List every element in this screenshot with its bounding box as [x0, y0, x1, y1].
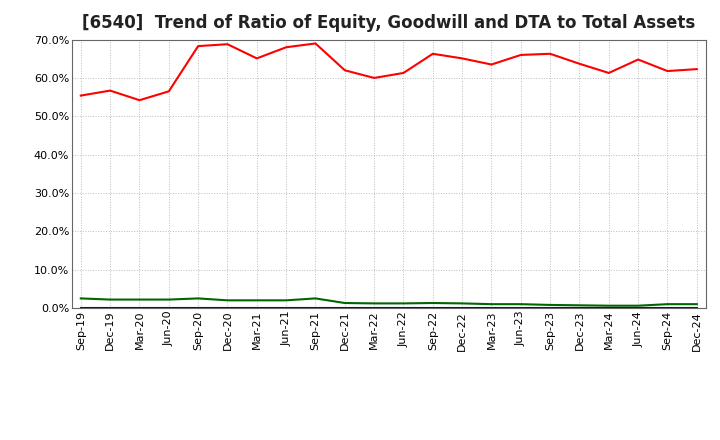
Equity	[311, 41, 320, 46]
Goodwill	[370, 305, 379, 311]
Deferred Tax Assets	[575, 303, 584, 308]
Deferred Tax Assets	[194, 296, 202, 301]
Equity	[634, 57, 642, 62]
Line: Deferred Tax Assets: Deferred Tax Assets	[81, 298, 697, 306]
Goodwill	[253, 305, 261, 311]
Deferred Tax Assets	[546, 302, 554, 308]
Goodwill	[399, 305, 408, 311]
Deferred Tax Assets	[693, 301, 701, 307]
Equity	[253, 56, 261, 61]
Deferred Tax Assets	[516, 301, 525, 307]
Equity	[458, 56, 467, 61]
Goodwill	[487, 305, 496, 311]
Deferred Tax Assets	[605, 303, 613, 308]
Deferred Tax Assets	[76, 296, 85, 301]
Deferred Tax Assets	[164, 297, 173, 302]
Deferred Tax Assets	[223, 298, 232, 303]
Deferred Tax Assets	[282, 298, 290, 303]
Goodwill	[516, 305, 525, 311]
Deferred Tax Assets	[106, 297, 114, 302]
Line: Equity: Equity	[81, 44, 697, 100]
Goodwill	[106, 305, 114, 311]
Deferred Tax Assets	[399, 301, 408, 306]
Equity	[223, 41, 232, 47]
Equity	[194, 44, 202, 49]
Deferred Tax Assets	[458, 301, 467, 306]
Deferred Tax Assets	[135, 297, 144, 302]
Deferred Tax Assets	[634, 303, 642, 308]
Goodwill	[135, 305, 144, 311]
Goodwill	[693, 305, 701, 311]
Title: [6540]  Trend of Ratio of Equity, Goodwill and DTA to Total Assets: [6540] Trend of Ratio of Equity, Goodwil…	[82, 15, 696, 33]
Equity	[546, 51, 554, 56]
Equity	[370, 75, 379, 81]
Deferred Tax Assets	[341, 301, 349, 306]
Goodwill	[194, 305, 202, 311]
Goodwill	[546, 305, 554, 311]
Equity	[282, 44, 290, 50]
Goodwill	[575, 305, 584, 311]
Equity	[575, 61, 584, 66]
Goodwill	[341, 305, 349, 311]
Deferred Tax Assets	[428, 301, 437, 306]
Equity	[663, 68, 672, 73]
Goodwill	[634, 305, 642, 311]
Goodwill	[663, 305, 672, 311]
Deferred Tax Assets	[487, 301, 496, 307]
Goodwill	[164, 305, 173, 311]
Deferred Tax Assets	[253, 298, 261, 303]
Equity	[341, 68, 349, 73]
Equity	[164, 89, 173, 94]
Goodwill	[458, 305, 467, 311]
Deferred Tax Assets	[663, 301, 672, 307]
Equity	[428, 51, 437, 56]
Goodwill	[282, 305, 290, 311]
Equity	[135, 98, 144, 103]
Deferred Tax Assets	[370, 301, 379, 306]
Equity	[106, 88, 114, 93]
Equity	[76, 93, 85, 98]
Deferred Tax Assets	[311, 296, 320, 301]
Equity	[693, 66, 701, 72]
Equity	[399, 70, 408, 76]
Goodwill	[76, 305, 85, 311]
Equity	[516, 52, 525, 58]
Goodwill	[605, 305, 613, 311]
Equity	[605, 70, 613, 76]
Goodwill	[223, 305, 232, 311]
Goodwill	[428, 305, 437, 311]
Equity	[487, 62, 496, 67]
Goodwill	[311, 305, 320, 311]
